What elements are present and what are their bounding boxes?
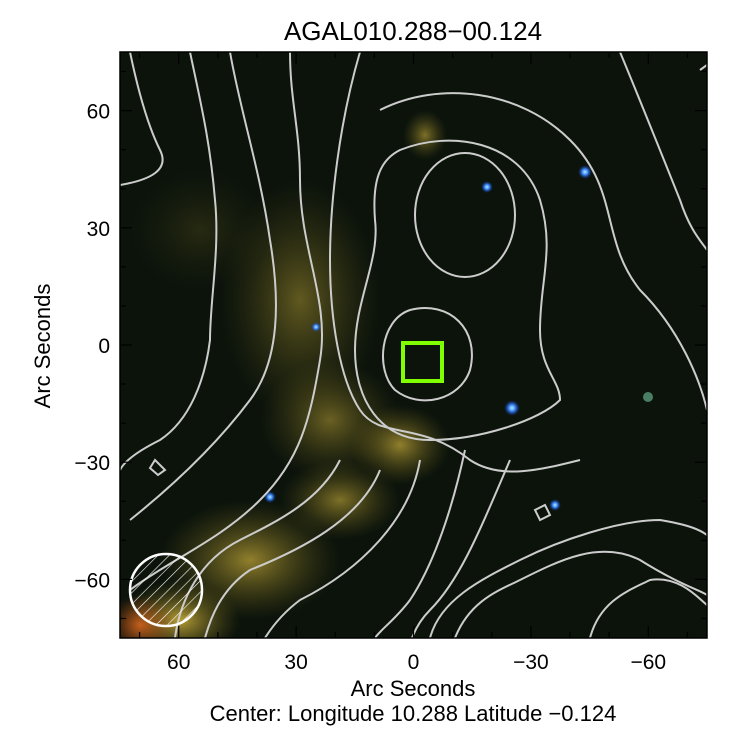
contour (353, 139, 562, 442)
contour (414, 152, 516, 278)
contour (120, 52, 218, 471)
x-axis-label: Arc Seconds (351, 676, 476, 701)
x-tick-label: 60 (167, 651, 190, 674)
contour (619, 52, 707, 251)
contour (328, 52, 581, 473)
contour (148, 458, 167, 477)
y-tick-label: 0 (98, 335, 110, 358)
contour (429, 518, 707, 638)
star (549, 499, 561, 511)
star (504, 400, 520, 416)
x-tick-label: −30 (513, 651, 549, 674)
chart-title: AGAL010.288−00.124 (284, 16, 542, 46)
star (578, 165, 592, 179)
star (311, 322, 321, 332)
y-tick-label: −60 (74, 569, 110, 592)
image-area (120, 52, 707, 638)
axis-ticks: 60 30 0 −30 −60 60 30 0 −30 −60 (74, 52, 707, 674)
contour (533, 503, 552, 522)
contour (411, 459, 511, 638)
y-tick-label: 30 (87, 218, 110, 241)
contour (379, 92, 707, 411)
beam-icon (128, 552, 204, 628)
caption: Center: Longitude 10.288 Latitude −0.124 (210, 701, 617, 726)
star (643, 392, 653, 402)
contour (699, 64, 707, 71)
contour (129, 52, 277, 521)
source-marker (401, 341, 444, 383)
y-axis-label: Arc Seconds (30, 284, 55, 409)
star (481, 181, 493, 193)
contour (204, 469, 381, 638)
x-tick-label: −60 (630, 651, 666, 674)
x-tick-label: 30 (284, 651, 307, 674)
stars (264, 165, 653, 511)
contour (374, 449, 466, 638)
contour (454, 550, 707, 638)
contour (120, 52, 164, 186)
contour (589, 578, 707, 638)
contour (382, 307, 473, 402)
contour (129, 52, 324, 591)
contour (264, 459, 421, 638)
x-tick-label: 0 (408, 651, 420, 674)
y-tick-label: −30 (74, 452, 110, 475)
y-tick-label: 60 (87, 101, 110, 124)
